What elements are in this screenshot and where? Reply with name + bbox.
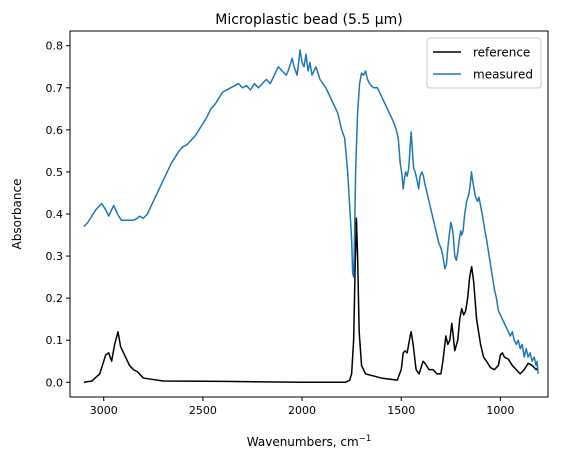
x-tick-label: 2500	[189, 404, 217, 417]
y-tick-label: 0.5	[46, 166, 64, 179]
series-layer	[83, 49, 539, 384]
y-tick-label: 0.8	[46, 40, 64, 53]
y-tick-label: 0.3	[46, 250, 64, 263]
y-tick-label: 0.0	[46, 376, 64, 389]
y-axis-label: Absorbance	[10, 179, 24, 250]
series-line-measured	[83, 49, 539, 374]
x-tick-label: 3000	[90, 404, 118, 417]
x-axis-label-superscript: −1	[359, 434, 372, 444]
y-tick-label: 0.4	[46, 208, 64, 221]
legend-label-measured: measured	[473, 68, 533, 82]
y-tick-label: 0.1	[46, 334, 64, 347]
y-tick-label: 0.7	[46, 82, 64, 95]
x-tick-label: 1000	[486, 404, 514, 417]
x-tick-label: 2000	[288, 404, 316, 417]
x-tick-label: 1500	[387, 404, 415, 417]
legend-label-reference: reference	[473, 46, 530, 60]
legend: reference measured	[426, 37, 542, 89]
chart-title: Microplastic bead (5.5 μm)	[215, 12, 402, 28]
x-axis-label: Wavenumbers, cm−1	[247, 434, 371, 449]
y-tick-label: 0.6	[46, 124, 64, 137]
y-tick-label: 0.2	[46, 292, 64, 305]
y-axis-ticks: 0.0 0.1 0.2 0.3 0.4 0.5 0.6 0.7 0.8	[46, 40, 70, 389]
legend-box	[426, 37, 542, 89]
x-axis-ticks: 3000 2500 2000 1500 1000	[90, 397, 514, 417]
x-axis-label-main: Wavenumbers, cm	[247, 435, 359, 449]
series-line-reference	[83, 217, 539, 384]
